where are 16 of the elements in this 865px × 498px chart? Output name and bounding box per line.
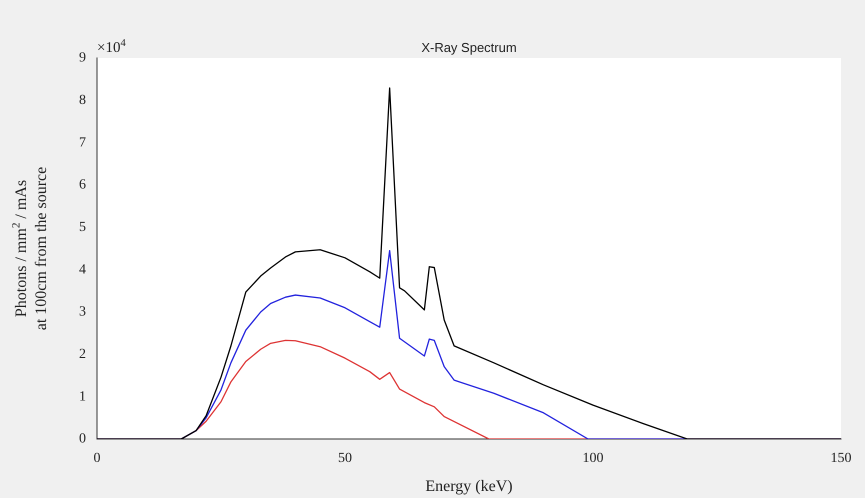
x-tick-label: 50: [338, 451, 352, 466]
y-tick-label: 7: [79, 135, 86, 150]
chart-title: X-Ray Spectrum: [421, 40, 517, 55]
x-tick-label: 100: [582, 451, 604, 466]
y-tick-label: 5: [79, 220, 86, 236]
y-tick-label: 2: [79, 347, 86, 362]
x-axis-title: Energy (keV): [425, 478, 513, 495]
x-tick-label: 0: [94, 451, 100, 466]
y-tick-label: 8: [79, 93, 86, 108]
y-tick-label: 9: [79, 50, 86, 66]
y-tick-label: 6: [79, 178, 86, 193]
y-tick-label: 3: [79, 304, 86, 320]
x-tick-label: 150: [830, 451, 852, 466]
y-tick-label: 0: [79, 432, 86, 447]
y-tick-label: 4: [79, 262, 86, 278]
y-tick-label: 1: [79, 389, 86, 404]
